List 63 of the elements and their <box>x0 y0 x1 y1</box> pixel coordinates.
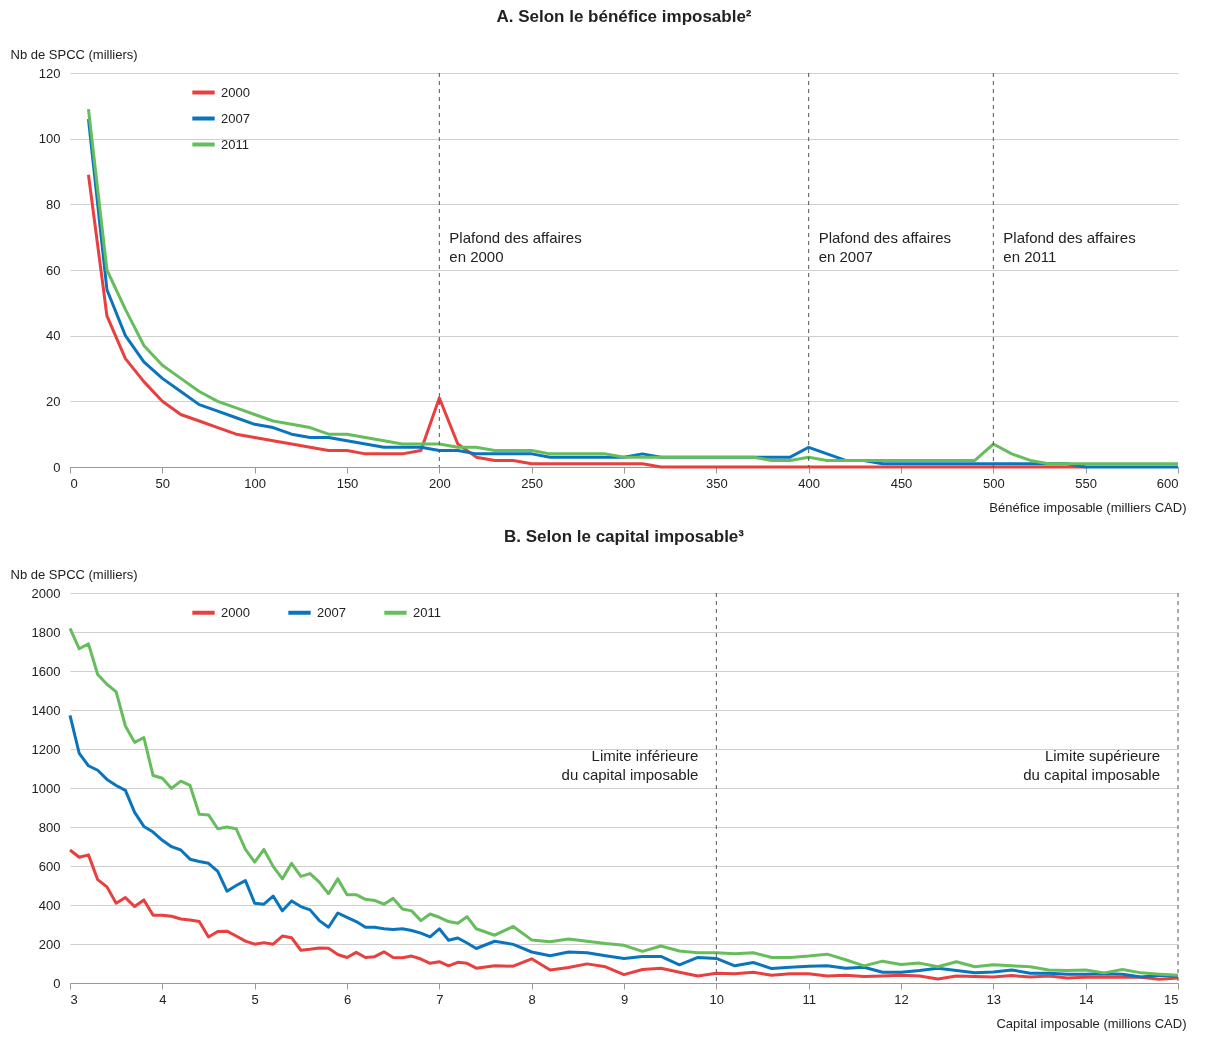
x-axis-title: Bénéfice imposable (milliers CAD) <box>989 499 1187 515</box>
x-tick-label: 14 <box>1078 991 1094 1007</box>
x-tick-label: 8 <box>528 991 536 1007</box>
y-tick-label: 20 <box>46 393 61 409</box>
x-tick-label: 11 <box>802 991 816 1007</box>
y-tick-label: 1400 <box>31 702 61 718</box>
y-tick-label: 60 <box>46 262 61 278</box>
annotation: Plafond des affaires en 2000 <box>449 229 582 265</box>
x-tick-label: 10 <box>709 991 725 1007</box>
y-tick-label: 600 <box>38 858 61 874</box>
legend-label: 2007 <box>221 110 250 126</box>
x-tick-label: 5 <box>251 991 259 1007</box>
x-tick-label: 100 <box>244 475 267 491</box>
y-tick-label: 80 <box>46 196 61 212</box>
y-tick-label: 0 <box>53 975 61 991</box>
x-tick-label: 6 <box>343 991 352 1007</box>
annotation: Plafond des affaires en 2007 <box>818 229 951 265</box>
x-tick-label: 15 <box>1164 991 1179 1007</box>
y-tick-label: 120 <box>38 65 61 81</box>
x-tick-label: 4 <box>159 991 167 1007</box>
legend-label: 2011 <box>413 604 441 620</box>
y-tick-label: 2000 <box>31 585 61 601</box>
x-tick-label: 600 <box>1156 475 1179 491</box>
y-tick-label: 1000 <box>31 780 61 796</box>
x-tick-label: 50 <box>155 475 171 491</box>
x-tick-label: 3 <box>70 991 78 1007</box>
x-tick-label: 200 <box>428 475 451 491</box>
y-tick-label: 100 <box>38 131 61 147</box>
y-tick-label: 400 <box>38 897 61 913</box>
chart-title: B. Selon le capital imposable³ <box>504 527 745 546</box>
x-tick-label: 400 <box>798 475 821 491</box>
x-tick-label: 250 <box>521 475 544 491</box>
y-tick-label: 1800 <box>31 624 61 640</box>
line-series <box>86 173 1088 469</box>
line-series <box>68 626 1180 977</box>
y-tick-label: 0 <box>53 459 61 475</box>
x-tick-label: 550 <box>1075 475 1098 491</box>
y-tick-label: 1600 <box>31 663 61 679</box>
y-tick-label: 200 <box>38 936 61 952</box>
x-tick-label: 300 <box>613 475 636 491</box>
x-tick-label: 450 <box>890 475 913 491</box>
legend-label: 2007 <box>317 604 346 620</box>
x-tick-label: 7 <box>436 991 444 1007</box>
chart-title: A. Selon le bénéfice imposable² <box>496 7 752 26</box>
x-tick-label: 350 <box>705 475 728 491</box>
x-tick-label: 150 <box>336 475 359 491</box>
annotation: Limite inférieure du capital imposable <box>561 747 699 783</box>
y-axis-title: Nb de SPCC (milliers) <box>10 566 138 582</box>
annotation: Plafond des affaires en 2011 <box>1003 229 1136 265</box>
x-tick-label: 13 <box>986 991 1002 1007</box>
y-tick-label: 1200 <box>31 741 61 757</box>
legend-label: 2000 <box>221 604 250 620</box>
x-tick-label: 9 <box>620 991 629 1007</box>
x-tick-label: 12 <box>894 991 909 1007</box>
x-axis-title: Capital imposable (millions CAD) <box>996 1015 1187 1031</box>
y-tick-label: 800 <box>38 819 61 835</box>
x-tick-label: 500 <box>982 475 1005 491</box>
annotation: Limite supérieure du capital imposable <box>1023 747 1160 783</box>
y-tick-label: 40 <box>46 328 61 344</box>
legend-label: 2000 <box>221 84 250 100</box>
x-tick-label: 0 <box>70 475 78 491</box>
y-axis-title: Nb de SPCC (milliers) <box>10 46 138 62</box>
legend-label: 2011 <box>221 136 249 152</box>
